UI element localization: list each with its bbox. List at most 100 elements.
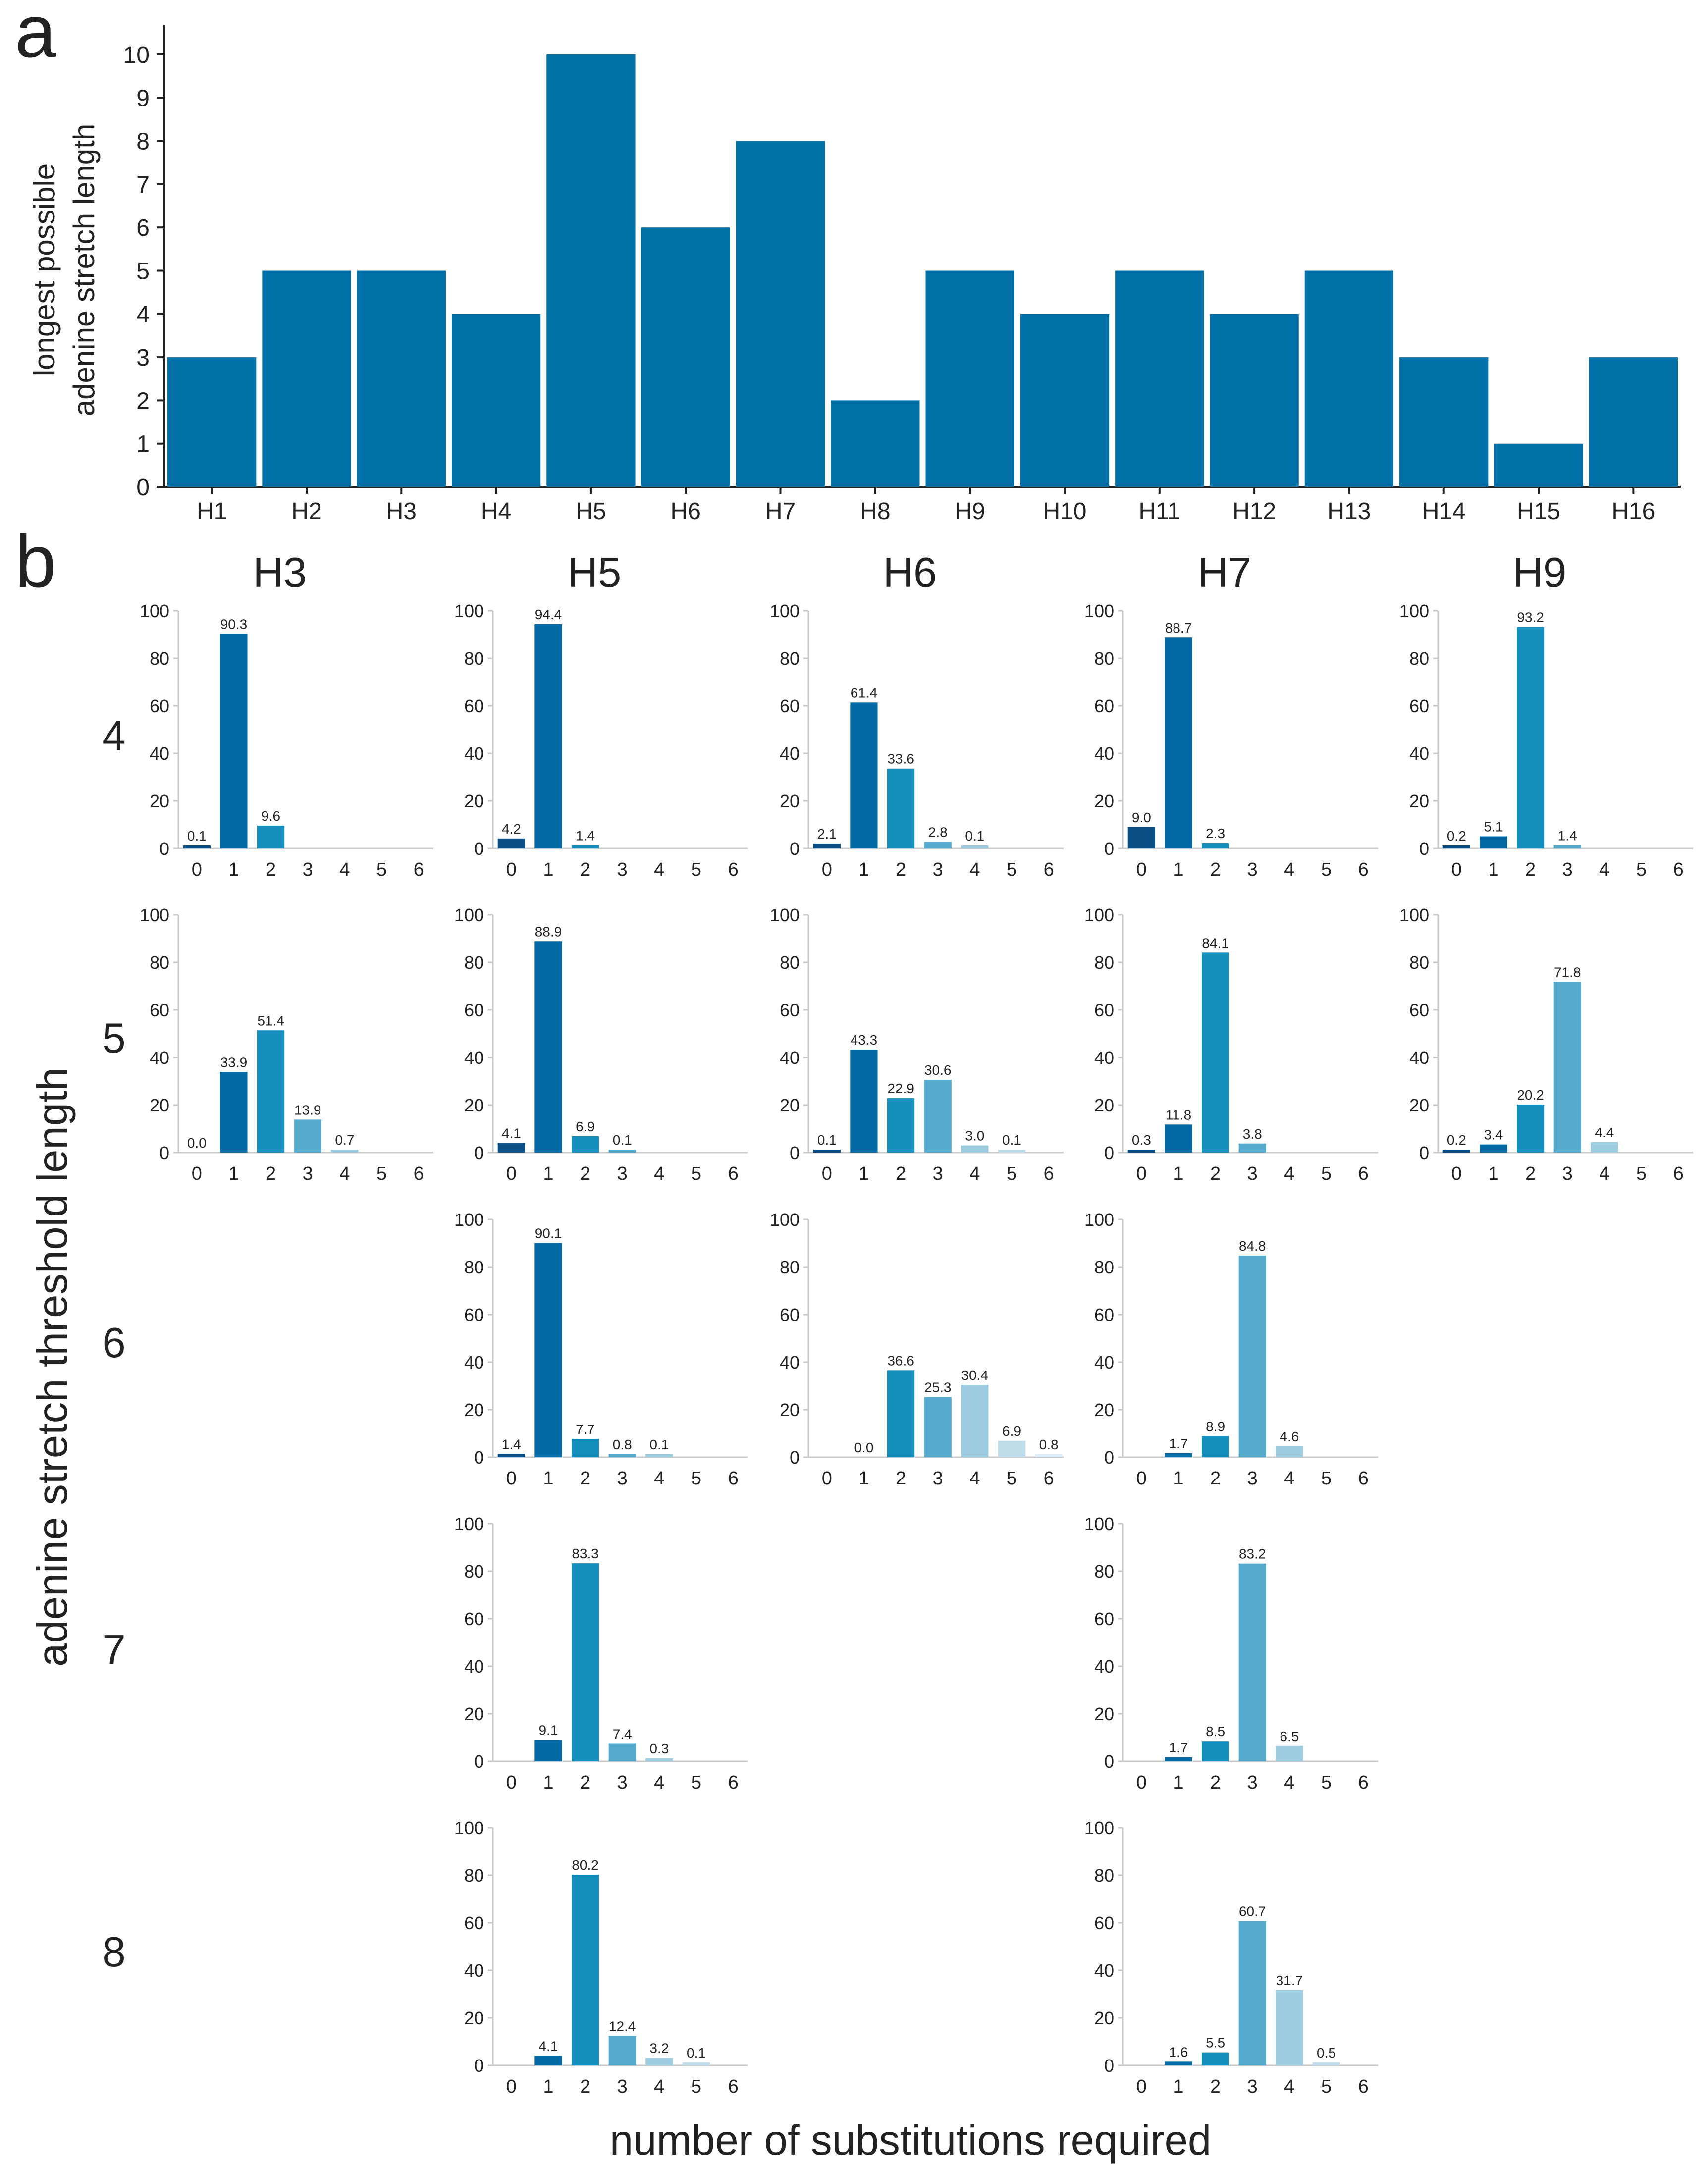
subplot-y-tick-label: 0 — [160, 839, 169, 859]
subplot-bar-4 — [331, 1150, 359, 1153]
subplot-x-tick-label: 3 — [617, 1468, 628, 1489]
subplot-x-tick-label: 4 — [1599, 859, 1609, 880]
subplot-data-label: 3.0 — [965, 1128, 984, 1144]
subplot-y-tick-label: 100 — [1399, 601, 1429, 621]
subplot-bar-2 — [571, 1875, 599, 2065]
subplot-x-tick-label: 0 — [1136, 2076, 1147, 2097]
panel-b-subplot-H7-7: 0 20 40 60 80 100 0 1 1.7 2 8.5 3 83.2 4 6.5 5 6 — [1084, 1514, 1378, 1793]
subplot-x-tick-label: 3 — [1247, 1772, 1258, 1793]
subplot-x-tick-label: 0 — [192, 859, 202, 880]
panel-a-x-tick-label: H2 — [291, 498, 321, 525]
subplot-y-tick-label: 80 — [464, 648, 484, 669]
subplot-y-tick-label: 100 — [454, 1514, 484, 1534]
subplot-data-label: 94.4 — [535, 607, 562, 622]
subplot-y-tick-label: 40 — [150, 743, 169, 764]
subplot-data-label: 8.5 — [1206, 1724, 1225, 1739]
subplot-bar-2 — [257, 825, 285, 848]
subplot-bar-2 — [1201, 1436, 1229, 1457]
subplot-y-tick-label: 20 — [1094, 791, 1114, 811]
subplot-bar-0 — [813, 843, 841, 848]
subplot-data-label: 0.7 — [335, 1132, 354, 1148]
subplot-y-tick-label: 20 — [780, 1400, 800, 1420]
subplot-y-tick-label: 100 — [1084, 1818, 1114, 1838]
subplot-x-tick-label: 1 — [543, 2076, 553, 2097]
subplot-bar-3 — [294, 1119, 321, 1153]
panel-a-y-tick-label: 4 — [136, 302, 150, 328]
panel-a-bar-H6 — [641, 227, 730, 487]
subplot-bar-4 — [1276, 1990, 1303, 2065]
panel-a-y-tick-label: 7 — [136, 172, 150, 198]
subplot-x-tick-label: 1 — [543, 1468, 553, 1489]
subplot-x-tick-label: 6 — [728, 1772, 739, 1793]
panel-b-subplot-H6-5: 0 20 40 60 80 100 0 0.1 1 43.3 2 22.9 3 30.6 4 3.0 5 0.1 6 — [770, 905, 1064, 1184]
subplot-y-tick-label: 0 — [1104, 1751, 1114, 1772]
subplot-x-tick-label: 2 — [266, 1163, 276, 1184]
subplot-bar-3 — [1238, 1921, 1266, 2065]
subplot-x-tick-label: 0 — [192, 1163, 202, 1184]
subplot-bar-1 — [850, 702, 878, 848]
panel-a-bar-H3 — [357, 270, 446, 487]
subplot-data-label: 4.1 — [502, 1125, 521, 1141]
subplot-y-tick-label: 20 — [780, 791, 800, 811]
panel-b-subplot-H9-4: 0 20 40 60 80 100 0 0.2 1 5.1 2 93.2 3 1.4 4 5 6 — [1399, 601, 1693, 880]
subplot-x-tick-label: 3 — [933, 1468, 943, 1489]
subplot-y-tick-label: 80 — [780, 952, 800, 973]
subplot-y-tick-label: 40 — [1409, 1048, 1429, 1068]
subplot-x-tick-label: 5 — [376, 859, 387, 880]
subplot-data-label: 51.4 — [257, 1013, 284, 1028]
subplot-x-tick-label: 3 — [617, 2076, 628, 2097]
subplot-data-label: 90.3 — [220, 617, 248, 632]
subplot-data-label: 9.6 — [261, 808, 280, 824]
subplot-x-tick-label: 6 — [414, 859, 424, 880]
subplot-y-tick-label: 60 — [1094, 1000, 1114, 1020]
subplot-y-tick-label: 80 — [464, 1865, 484, 1886]
subplot-data-label: 1.4 — [1558, 828, 1577, 843]
subplot-data-label: 61.4 — [851, 685, 878, 700]
panel-a-x-tick-label: H3 — [386, 498, 417, 525]
panel-a-x-tick-label: H4 — [481, 498, 511, 525]
subplot-bar-4 — [961, 1385, 989, 1457]
panel-b-subplot-H5-4: 0 20 40 60 80 100 0 4.2 1 94.4 2 1.4 3 4 5 6 — [454, 601, 748, 880]
subplot-data-label: 71.8 — [1554, 964, 1581, 980]
subplot-y-tick-label: 20 — [464, 1704, 484, 1724]
panel-b-column-header-H9: H9 — [1513, 549, 1567, 596]
panel-a-bar-H1 — [167, 357, 257, 487]
subplot-x-tick-label: 4 — [1599, 1163, 1609, 1184]
subplot-data-label: 0.3 — [1132, 1132, 1151, 1148]
subplot-x-tick-label: 3 — [1247, 859, 1258, 880]
subplot-bar-3 — [924, 842, 952, 848]
panel-a-x-tick-label: H10 — [1043, 498, 1086, 525]
subplot-data-label: 7.4 — [613, 1726, 632, 1742]
subplot-x-tick-label: 2 — [1210, 1163, 1221, 1184]
subplot-data-label: 30.4 — [961, 1368, 989, 1383]
subplot-data-label: 0.8 — [613, 1437, 632, 1452]
subplot-bar-5 — [998, 1150, 1026, 1153]
subplot-x-tick-label: 4 — [969, 1163, 980, 1184]
subplot-data-label: 0.2 — [1447, 828, 1466, 844]
subplot-bar-1 — [1480, 1144, 1507, 1153]
subplot-bar-2 — [1201, 952, 1229, 1153]
subplot-x-tick-label: 6 — [728, 1468, 739, 1489]
panel-a-bar-H4 — [451, 314, 541, 487]
subplot-x-tick-label: 4 — [339, 1163, 350, 1184]
subplot-y-tick-label: 40 — [1094, 1352, 1114, 1373]
subplot-data-label: 3.4 — [1484, 1127, 1503, 1143]
subplot-x-tick-label: 3 — [617, 859, 628, 880]
subplot-data-label: 31.7 — [1276, 1973, 1303, 1988]
panel-a-y-tick-label: 2 — [136, 388, 150, 414]
subplot-x-tick-label: 6 — [1044, 1468, 1054, 1489]
subplot-x-tick-label: 4 — [969, 859, 980, 880]
subplot-x-tick-label: 2 — [266, 859, 276, 880]
subplot-bar-4 — [645, 2058, 673, 2065]
subplot-y-tick-label: 80 — [1409, 952, 1429, 973]
subplot-x-tick-label: 6 — [1358, 2076, 1369, 2097]
panel-b-x-axis-label: number of substitutions required — [610, 2117, 1211, 2164]
subplot-bar-2 — [1201, 1741, 1229, 1761]
subplot-bar-0 — [1127, 1150, 1155, 1153]
panel-b-subplot-H5-7: 0 20 40 60 80 100 0 1 9.1 2 83.3 3 7.4 4 0.3 5 6 — [454, 1514, 748, 1793]
subplot-bar-3 — [608, 1150, 636, 1153]
subplot-bar-0 — [497, 1454, 525, 1457]
subplot-x-tick-label: 2 — [1210, 1772, 1221, 1793]
subplot-y-tick-label: 60 — [780, 1305, 800, 1325]
subplot-data-label: 84.8 — [1239, 1238, 1266, 1254]
